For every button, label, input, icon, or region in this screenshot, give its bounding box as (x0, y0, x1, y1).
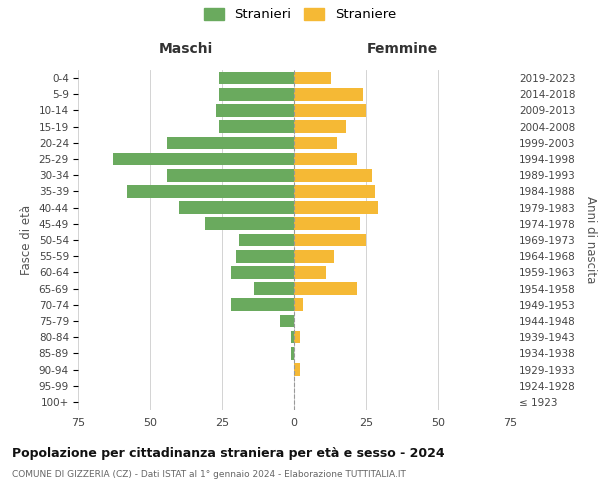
Bar (294, 218, 360, 230)
Bar (294, 282, 358, 295)
Bar (167, 169, 294, 181)
Legend: Stranieri, Straniere: Stranieri, Straniere (199, 2, 401, 26)
Bar (294, 152, 358, 166)
Bar (291, 331, 294, 344)
Bar (294, 104, 366, 117)
Bar (113, 152, 294, 166)
Bar (294, 298, 302, 311)
Bar (294, 88, 363, 101)
Bar (294, 234, 366, 246)
Bar (254, 282, 294, 295)
Bar (294, 120, 346, 133)
Bar (294, 250, 334, 262)
Bar (219, 120, 294, 133)
Y-axis label: Fasce di età: Fasce di età (20, 205, 33, 275)
Bar (294, 136, 337, 149)
Bar (294, 363, 300, 376)
Text: COMUNE DI GIZZERIA (CZ) - Dati ISTAT al 1° gennaio 2024 - Elaborazione TUTTITALI: COMUNE DI GIZZERIA (CZ) - Dati ISTAT al … (12, 470, 406, 479)
Bar (219, 72, 294, 85)
Bar (219, 88, 294, 101)
Bar (179, 202, 294, 214)
Bar (236, 250, 294, 262)
Bar (280, 314, 294, 328)
Text: Femmine: Femmine (367, 42, 437, 56)
Bar (216, 104, 294, 117)
Bar (294, 331, 300, 344)
Bar (294, 72, 331, 85)
Bar (294, 169, 372, 181)
Bar (294, 266, 326, 278)
Bar (127, 185, 294, 198)
Text: Maschi: Maschi (159, 42, 213, 56)
Bar (239, 234, 294, 246)
Bar (230, 266, 294, 278)
Bar (230, 298, 294, 311)
Bar (294, 185, 374, 198)
Bar (167, 136, 294, 149)
Bar (291, 347, 294, 360)
Bar (205, 218, 294, 230)
Bar (294, 202, 377, 214)
Text: Popolazione per cittadinanza straniera per età e sesso - 2024: Popolazione per cittadinanza straniera p… (12, 448, 445, 460)
Y-axis label: Anni di nascita: Anni di nascita (584, 196, 597, 284)
